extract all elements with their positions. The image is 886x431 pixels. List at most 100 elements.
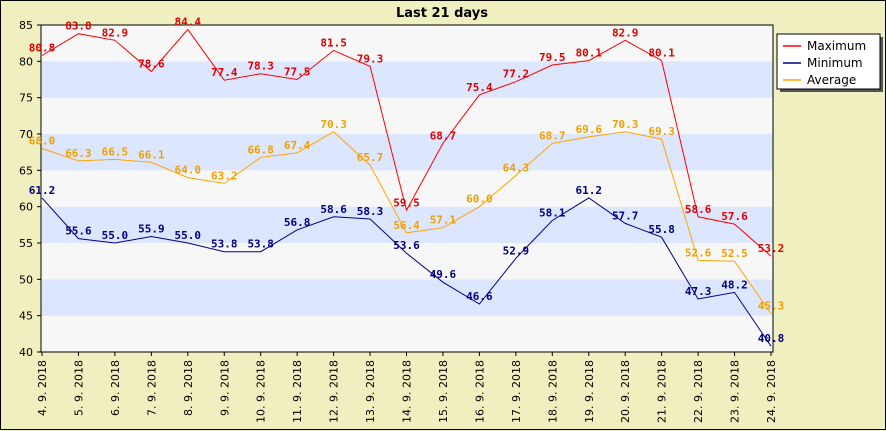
data-label: 80.1 [576, 47, 603, 60]
data-label: 64.0 [175, 164, 202, 177]
series-line-average [41, 131, 772, 314]
data-label: 58.1 [539, 206, 566, 219]
grid-band [41, 25, 773, 62]
data-label: 40.8 [758, 332, 785, 345]
data-label: 48.2 [721, 278, 748, 291]
y-tick-label: 60 [19, 201, 33, 214]
grid-band [41, 279, 773, 316]
y-tick-label: 65 [19, 164, 33, 177]
series-lines [41, 28, 772, 347]
x-tick-label: 24. 9. 2018 [765, 360, 778, 423]
grid-band [41, 134, 773, 171]
data-label: 69.3 [648, 125, 675, 138]
x-tick-label: 12. 9. 2018 [328, 360, 341, 423]
data-label: 68.7 [539, 129, 566, 142]
data-label: 65.7 [357, 151, 384, 164]
data-label: 45.3 [758, 299, 785, 312]
data-label: 55.8 [648, 223, 675, 236]
data-label: 61.2 [29, 184, 56, 197]
x-tick-label: 5. 9. 2018 [72, 360, 85, 416]
x-tick-label: 11. 9. 2018 [291, 360, 304, 423]
legend: Maximum Minimum Average [776, 33, 883, 92]
y-tick-label: 55 [19, 237, 33, 250]
data-label: 84.4 [175, 15, 202, 28]
x-tick-label: 7. 9. 2018 [145, 360, 158, 416]
y-tick-label: 50 [19, 273, 33, 286]
data-label: 64.3 [503, 161, 530, 174]
data-label: 55.0 [175, 229, 202, 242]
x-tick-label: 14. 9. 2018 [401, 360, 414, 423]
data-label: 61.2 [576, 184, 603, 197]
data-label: 52.6 [685, 246, 712, 259]
data-label: 57.7 [612, 209, 639, 222]
legend-label-minimum: Minimum [807, 56, 863, 70]
data-label: 81.5 [320, 36, 347, 49]
data-label: 82.9 [612, 26, 639, 39]
data-label: 58.6 [320, 203, 347, 216]
y-tick-label: 40 [19, 346, 33, 359]
data-label: 52.9 [503, 244, 530, 257]
series-line-maximum [41, 28, 772, 257]
data-label: 66.5 [102, 145, 129, 158]
data-label: 53.2 [758, 242, 785, 255]
x-tick-label: 18. 9. 2018 [546, 360, 559, 423]
grid-band [41, 206, 773, 243]
data-label: 56.8 [284, 216, 311, 229]
x-tick-label: 8. 9. 2018 [182, 360, 195, 416]
x-tick-label: 20. 9. 2018 [619, 360, 632, 423]
x-tick-label: 21. 9. 2018 [656, 360, 669, 423]
grid-band [41, 97, 773, 134]
data-label: 57.1 [430, 214, 457, 227]
y-tick-label: 75 [19, 92, 33, 105]
data-label: 56.4 [393, 219, 420, 232]
data-label: 58.6 [685, 203, 712, 216]
data-label: 83.8 [65, 20, 92, 33]
data-label: 63.2 [211, 169, 238, 182]
data-label: 82.9 [102, 26, 129, 39]
grid-band [41, 315, 773, 352]
data-label: 66.3 [65, 147, 92, 160]
data-label: 49.6 [430, 268, 457, 281]
data-label: 70.3 [320, 118, 347, 131]
y-tick-label: 85 [19, 19, 33, 32]
legend-label-average: Average [807, 73, 856, 87]
x-tick-label: 10. 9. 2018 [255, 360, 268, 423]
series-line-minimum [41, 197, 772, 347]
data-label: 75.4 [466, 81, 493, 94]
grid-band [41, 243, 773, 280]
data-label: 70.3 [612, 118, 639, 131]
y-tick-label: 70 [19, 128, 33, 141]
data-label: 78.3 [247, 60, 274, 73]
y-tick-label: 45 [19, 310, 33, 323]
data-label: 66.1 [138, 148, 165, 161]
plot-background [40, 24, 774, 353]
data-label: 69.6 [576, 123, 603, 136]
y-axis: 40 45 50 55 60 65 70 75 80 85 [19, 19, 41, 359]
data-label: 68.0 [29, 135, 56, 148]
data-label: 47.3 [685, 285, 712, 298]
legend-label-maximum: Maximum [807, 39, 866, 53]
x-tick-label: 17. 9. 2018 [510, 360, 523, 423]
data-label: 80.8 [29, 42, 56, 55]
data-label: 79.5 [539, 51, 566, 64]
data-label: 68.7 [430, 129, 457, 142]
data-label: 52.5 [721, 247, 748, 260]
x-tick-label: 22. 9. 2018 [692, 360, 705, 423]
data-label: 77.4 [211, 66, 238, 79]
data-label: 66.8 [247, 143, 274, 156]
data-label: 53.8 [247, 238, 274, 251]
data-labels: 80.8 83.8 82.9 78.6 84.4 77.4 78.3 77.5 81.5 79.3… [29, 15, 785, 345]
grid-band [41, 170, 773, 207]
data-label: 58.3 [357, 205, 384, 218]
data-label: 67.4 [284, 139, 311, 152]
x-tick-label: 23. 9. 2018 [729, 360, 742, 423]
x-tick-label: 15. 9. 2018 [437, 360, 450, 423]
data-label: 60.0 [466, 193, 493, 206]
data-label: 77.2 [503, 68, 530, 81]
x-tick-label: 13. 9. 2018 [364, 360, 377, 423]
y-tick-label: 80 [19, 55, 33, 68]
chart-title: Last 21 days [396, 6, 488, 21]
data-label: 79.3 [357, 52, 384, 65]
x-axis: 4. 9. 2018 5. 9. 2018 6. 9. 2018 7. 9. 2018… [36, 352, 778, 423]
